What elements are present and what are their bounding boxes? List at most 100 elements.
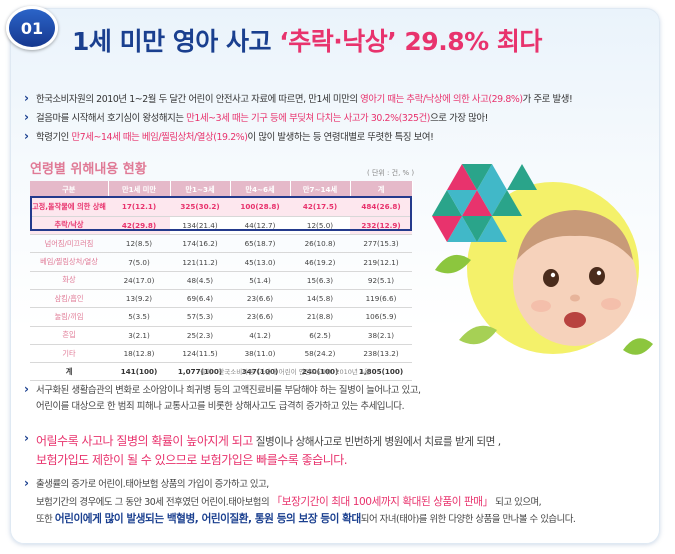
paragraph-item: 어릴수록 사고나 질병의 확률이 높아지게 되고 질병이나 상해사고로 빈번하게… bbox=[24, 431, 664, 470]
table-row: 넘어짐/미끄러짐 12(8.5) 174(16.2) 65(18.7) 26(10.8)… bbox=[30, 234, 412, 254]
table-cell: 38(2.1) bbox=[350, 326, 412, 345]
bullet-highlight: 만1세~3세 때는 기구 등에 부딪쳐 다치는 사고가 30.2%(325건) bbox=[186, 113, 431, 124]
table-cell: 69(6.4) bbox=[170, 289, 230, 309]
table-source: 출처 : 한국소비자원 (가생내 어린이 안전보고서), 2010년 4월 bbox=[200, 368, 371, 376]
paragraph-insurance: 출생률의 증가로 어린이.태아보험 상품의 가입이 증가하고 있고, 보험기간의… bbox=[24, 476, 664, 529]
table-cell: 13(9.2) bbox=[108, 289, 170, 309]
row-label: 추락/낙상 bbox=[30, 216, 108, 236]
table-row: 화상 24(17.0) 48(4.5) 5(1.4) 15(6.3) 92(5.1) bbox=[30, 271, 412, 290]
paragraph-text: 보험기간의 경우에도 그 동안 30세 전후였던 어린이.태아보험의 bbox=[36, 496, 272, 508]
paragraph-highlight: 「보장기간이 최대 100세까지 확대된 상품이 판매」 bbox=[271, 495, 494, 508]
table-cell: 484(26.8) bbox=[350, 198, 412, 217]
table-header-row: 구분 만1세 미만 만1~3세 만4~6세 만7~14세 계 bbox=[30, 181, 413, 198]
table-row: 흔입 3(2.1) 25(2.3) 4(1.2) 6(2.5) 38(2.1) bbox=[30, 326, 412, 345]
table-unit: ( 단위 : 건, % ) bbox=[367, 169, 415, 177]
table-cell: 347(100) bbox=[230, 362, 290, 382]
bullet-text: 으로 가장 많아! bbox=[430, 113, 488, 124]
table-cell: 15(6.3) bbox=[290, 271, 350, 290]
table-cell: 57(5.3) bbox=[170, 307, 230, 327]
table-cell: 5(1.4) bbox=[230, 271, 290, 290]
bullet-highlight: 만7세~14세 때는 베임/찔림상처/열상(19.2%) bbox=[71, 132, 248, 143]
row-label: 베임/찔림상처/열상 bbox=[30, 252, 108, 272]
table-body: 고정,돌작물에 의한 상해 17(12.1) 325(30.2) 100(28.8) 4… bbox=[30, 198, 412, 382]
table-cell: 17(12.1) bbox=[108, 198, 170, 217]
row-label: 화상 bbox=[30, 271, 108, 290]
row-label: 눌림/끼임 bbox=[30, 307, 108, 327]
paragraph-line: 또한 어린이에게 많이 발생되는 백혈병, 어린이질환, 통원 등의 보장 등이… bbox=[36, 511, 664, 529]
table-row: 눌림/끼임 5(3.5) 57(5.3) 23(6.6) 21(8.8) 106(5.9) bbox=[30, 307, 412, 327]
table-cell: 1,805(100) bbox=[350, 362, 412, 382]
table-cell: 232(12.9) bbox=[350, 216, 412, 236]
paragraph-highlight: 어린이에게 많이 발생되는 백혈병, 어린이질환, 통원 등의 보장 등이 확대 bbox=[54, 513, 361, 525]
table-cell: 26(10.8) bbox=[290, 234, 350, 254]
table-row: 계 141(100) 1,077(100) 347(100) 240(100) 1,805… bbox=[30, 362, 412, 382]
bullet-text: 걸음마를 시작해서 호기심이 왕성해지는 bbox=[36, 113, 187, 124]
triangle-pattern bbox=[432, 164, 537, 242]
table-cell: 3(2.1) bbox=[108, 326, 170, 345]
summary-bullets: 한국소비자원의 2010년 1~2월 두 달간 어린이 안전사고 자료에 따르면… bbox=[24, 89, 664, 147]
table-cell: 46(19.2) bbox=[290, 252, 350, 272]
paragraph-line: 출생률의 증가로 어린이.태아보험 상품의 가입이 증가하고 있고, bbox=[36, 479, 269, 490]
leaf-decoration bbox=[435, 254, 653, 355]
table-header-cell: 구분 bbox=[30, 181, 109, 198]
table-cell: 65(18.7) bbox=[230, 234, 290, 254]
row-label: 삼킴/흡인 bbox=[30, 289, 108, 309]
table-cell: 240(100) bbox=[290, 362, 350, 382]
bullet-text: 가 주로 발생! bbox=[522, 94, 573, 105]
paragraph-line: 서구화된 생활습관의 변화로 소아암이나 희귀병 등의 고액진료비를 부담해야 … bbox=[36, 385, 421, 396]
table-cell: 42(17.5) bbox=[290, 198, 350, 217]
table-cell: 277(15.3) bbox=[350, 234, 412, 254]
paragraph-line: 어릴수록 사고나 질병의 확률이 높아지게 되고 질병이나 상해사고로 빈번하게… bbox=[36, 432, 664, 451]
table-cell: 21(8.8) bbox=[290, 307, 350, 327]
table-cell: 174(16.2) bbox=[170, 234, 230, 254]
table-cell: 124(11.5) bbox=[170, 344, 230, 364]
table-cell: 92(5.1) bbox=[350, 271, 412, 290]
baby-face bbox=[513, 210, 637, 346]
table-cell: 45(13.0) bbox=[230, 252, 290, 272]
bullet-text: 이 많이 발생하는 등 연령대별로 뚜렷한 특징 보여! bbox=[247, 132, 434, 143]
bullet-item: 걸음마를 시작해서 호기심이 왕성해지는 만1세~3세 때는 기구 등에 부딪쳐… bbox=[24, 108, 664, 128]
table-row: 추락/낙상 42(29.8) 134(21.4) 44(12.7) 12(5.0) 232… bbox=[30, 216, 412, 236]
paragraph-text: 질병이나 상해사고로 빈번하게 병원에서 치료를 받게 되면 , bbox=[252, 436, 501, 448]
row-label: 기타 bbox=[30, 344, 108, 364]
table-cell: 12(5.0) bbox=[290, 216, 350, 236]
paragraph-trend: 서구화된 생활습관의 변화로 소아암이나 희귀병 등의 고액진료비를 부담해야 … bbox=[24, 382, 664, 415]
table-cell: 325(30.2) bbox=[170, 198, 230, 217]
row-label: 계 bbox=[30, 362, 108, 382]
table-cell: 44(12.7) bbox=[230, 216, 290, 236]
section-number-badge: 01 bbox=[6, 6, 58, 50]
paragraph-line: 어린이를 대상으로 한 범죄 피해나 교통사고를 비롯한 상해사고도 급격히 증… bbox=[36, 401, 405, 412]
table-cell: 23(6.6) bbox=[230, 289, 290, 309]
table-header-cell: 만1~3세 bbox=[170, 181, 231, 198]
table-cell: 6(2.5) bbox=[290, 326, 350, 345]
table-title: 연령별 위해내용 현황 bbox=[30, 162, 147, 177]
paragraph-item: 출생률의 증가로 어린이.태아보험 상품의 가입이 증가하고 있고, 보험기간의… bbox=[24, 476, 664, 529]
table-row: 고정,돌작물에 의한 상해 17(12.1) 325(30.2) 100(28.8) 4… bbox=[30, 198, 412, 217]
table-cell: 12(8.5) bbox=[108, 234, 170, 254]
table-cell: 18(12.8) bbox=[108, 344, 170, 364]
table-cell: 48(4.5) bbox=[170, 271, 230, 290]
injury-table: 구분 만1세 미만 만1~3세 만4~6세 만7~14세 계 고정,돌작물에 의한 상해 1… bbox=[30, 181, 413, 382]
table-cell: 58(24.2) bbox=[290, 344, 350, 364]
paragraph-text: 되고 있으며, bbox=[492, 496, 542, 508]
baby-photo bbox=[432, 164, 653, 355]
table-cell: 14(5.8) bbox=[290, 289, 350, 309]
table-cell: 141(100) bbox=[108, 362, 170, 382]
table-cell: 1,077(100) bbox=[170, 362, 230, 382]
paragraph-highlight: 어릴수록 사고나 질병의 확률이 높아지게 되고 bbox=[36, 434, 253, 448]
table-cell: 106(5.9) bbox=[350, 307, 412, 327]
table-cell: 7(5.0) bbox=[108, 252, 170, 272]
table-cell: 38(11.0) bbox=[230, 344, 290, 364]
table-cell: 119(6.6) bbox=[350, 289, 412, 309]
bullet-item: 한국소비자원의 2010년 1~2월 두 달간 어린이 안전사고 자료에 따르면… bbox=[24, 89, 664, 109]
bullet-text: 한국소비자원의 2010년 1~2월 두 달간 어린이 안전사고 자료에 따르면… bbox=[36, 94, 361, 105]
row-label: 흔입 bbox=[30, 326, 108, 345]
title-highlight: ‘추락·낙상’ 29.8% 최다 bbox=[279, 27, 542, 56]
table-cell: 121(11.2) bbox=[170, 252, 230, 272]
table-cell: 23(6.6) bbox=[230, 307, 290, 327]
page-title: 1세 미만 영아 사고 ‘추락·낙상’ 29.8% 최다 bbox=[72, 22, 542, 58]
table-header-cell: 만4~6세 bbox=[230, 181, 291, 198]
bullet-item: 학령기인 만7세~14세 때는 베임/찔림상처/열상(19.2%)이 많이 발생… bbox=[24, 127, 664, 147]
table-cell: 100(28.8) bbox=[230, 198, 290, 217]
table-row: 기타 18(12.8) 124(11.5) 38(11.0) 58(24.2) 238(1… bbox=[30, 344, 412, 364]
